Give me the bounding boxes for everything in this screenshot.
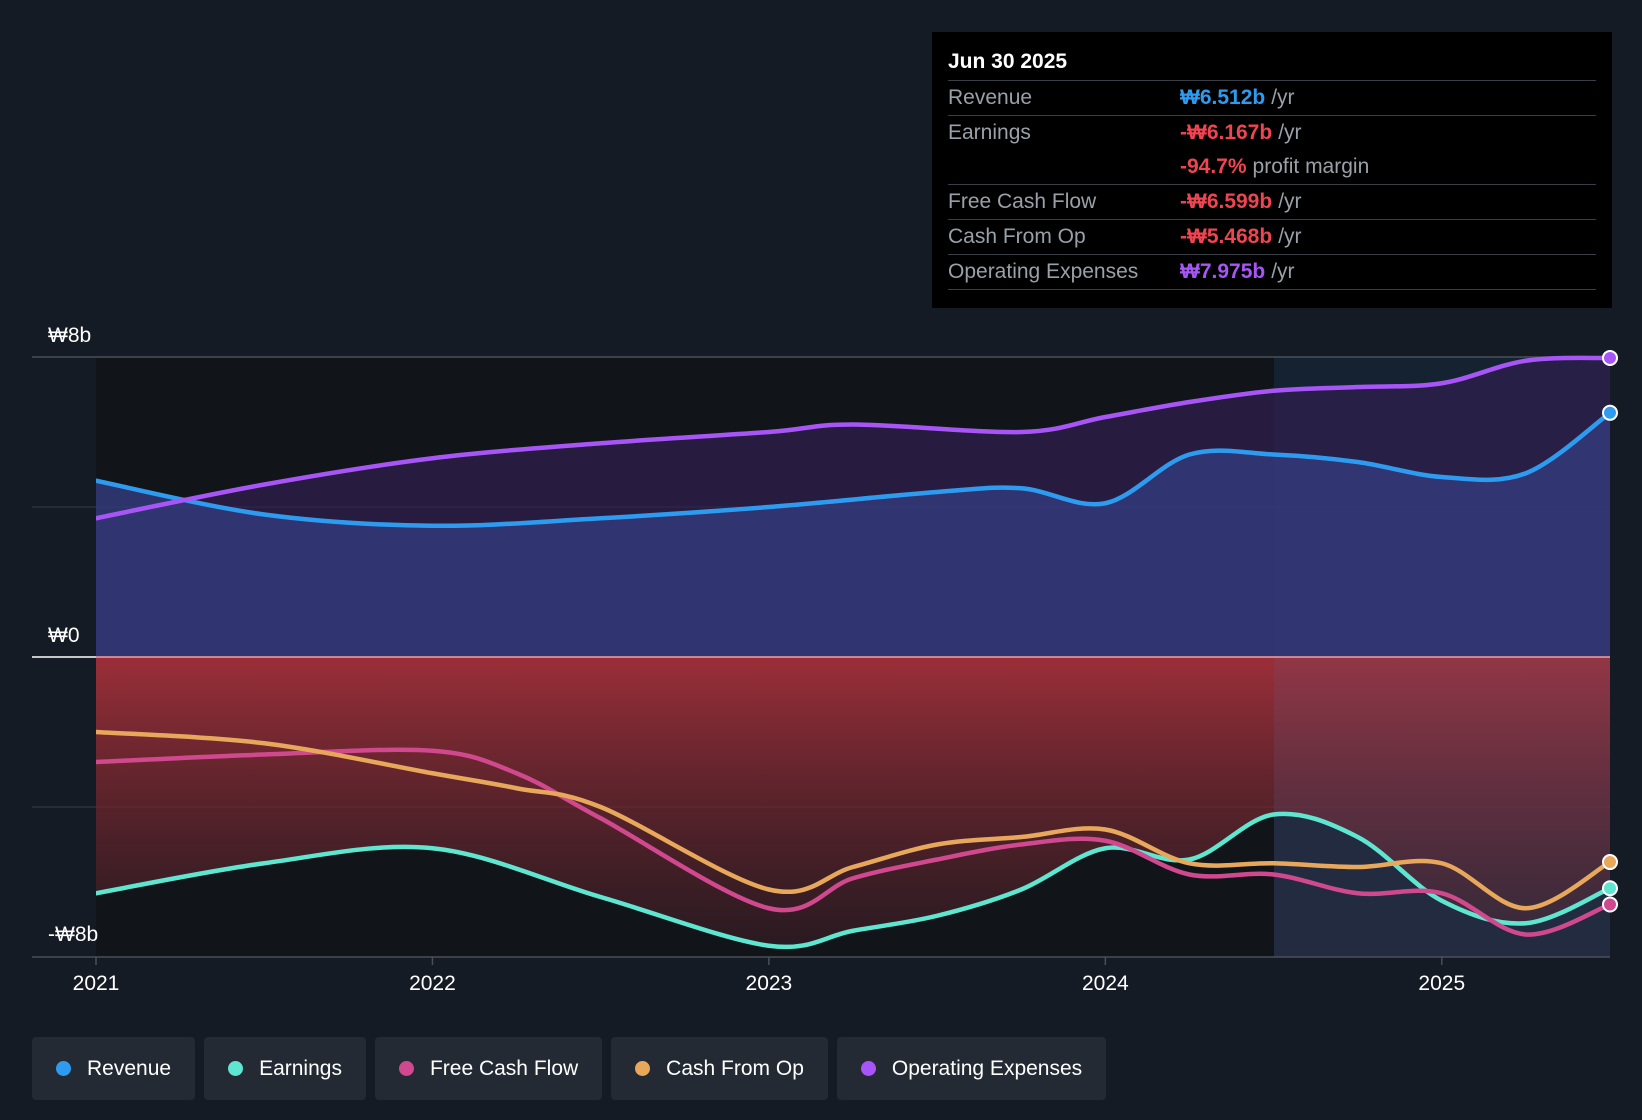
series-line bbox=[96, 410, 1610, 529]
revenue-area bbox=[96, 412, 1610, 657]
legend-label: Revenue bbox=[87, 1056, 172, 1080]
x-tick-label: 2021 bbox=[73, 972, 120, 995]
tooltip-row-unit: profit margin bbox=[1252, 155, 1370, 178]
x-tick-label: 2024 bbox=[1082, 972, 1129, 995]
tooltip-row-label: Revenue bbox=[948, 86, 1033, 109]
tooltip-row: Earnings -₩6.167b/yr bbox=[948, 116, 1596, 150]
legend-label: Cash From Op bbox=[666, 1056, 804, 1080]
series-line bbox=[96, 811, 1610, 950]
series-line bbox=[96, 729, 1610, 911]
x-tick-label: 2022 bbox=[409, 972, 456, 995]
legend-label: Operating Expenses bbox=[891, 1056, 1083, 1080]
tooltip-row-label: Free Cash Flow bbox=[948, 190, 1097, 213]
tooltip-row-label: Cash From Op bbox=[948, 225, 1086, 248]
series-endpoint bbox=[1602, 880, 1618, 897]
tooltip-row: Cash From Op -₩5.468b/yr bbox=[948, 220, 1596, 255]
legend-item[interactable]: Earnings bbox=[204, 1037, 366, 1100]
legend-dot-icon bbox=[56, 1061, 71, 1076]
legend-dot-icon bbox=[635, 1061, 651, 1076]
series-endpoint bbox=[1602, 349, 1618, 366]
tooltip-row-unit: /yr bbox=[1278, 190, 1302, 213]
x-tick-label: 2025 bbox=[1418, 972, 1465, 995]
legend-label: Free Cash Flow bbox=[429, 1056, 579, 1080]
series-endpoint bbox=[1602, 896, 1618, 913]
tooltip-row: -94.7% profit margin bbox=[948, 150, 1596, 185]
legend-item[interactable]: Revenue bbox=[32, 1037, 196, 1100]
legend-dot-icon bbox=[228, 1061, 244, 1076]
tooltip-row-value: -94.7% bbox=[1180, 155, 1247, 178]
tooltip-row-unit: /yr bbox=[1278, 225, 1302, 248]
tooltip-row-value: -₩6.167b bbox=[1180, 121, 1273, 144]
tooltip-date: Jun 30 2025 bbox=[948, 46, 1596, 81]
tooltip-row: Free Cash Flow -₩6.599b/yr bbox=[948, 185, 1596, 220]
legend-dot-icon bbox=[860, 1061, 876, 1076]
series-line bbox=[96, 747, 1610, 937]
legend-dot-icon bbox=[398, 1061, 414, 1076]
series-endpoint bbox=[1602, 404, 1618, 421]
x-tick-label: 2023 bbox=[746, 972, 793, 995]
tooltip-row-value: ₩6.512b bbox=[1180, 86, 1266, 109]
tooltip-row-label bbox=[948, 150, 1180, 184]
legend-item[interactable]: Operating Expenses bbox=[836, 1037, 1107, 1100]
forecast-tint bbox=[1274, 657, 1610, 957]
tooltip-row-label: Earnings bbox=[948, 121, 1031, 144]
tooltip-row: Operating Expenses ₩7.975b/yr bbox=[948, 255, 1596, 290]
series-line bbox=[96, 355, 1610, 521]
tooltip-row-value: -₩5.468b bbox=[1180, 225, 1273, 248]
tooltip-row-unit: /yr bbox=[1271, 86, 1295, 109]
tooltip-row-value: -₩6.599b bbox=[1180, 190, 1273, 213]
tooltip-row-unit: /yr bbox=[1271, 260, 1295, 283]
legend: Revenue Earnings Free Cash Flow Cash From O… bbox=[32, 1037, 1107, 1100]
y-tick-label: ₩8b bbox=[48, 324, 91, 347]
y-tick-label: -₩8b bbox=[48, 923, 98, 946]
tooltip-row-unit: /yr bbox=[1278, 121, 1302, 144]
series-endpoint bbox=[1602, 854, 1618, 871]
y-tick-label: ₩0 bbox=[48, 624, 80, 647]
tooltip-row: Revenue ₩6.512b/yr bbox=[948, 81, 1596, 116]
tooltip-row-value: ₩7.975b bbox=[1180, 260, 1266, 283]
tooltip-panel: Jun 30 2025 Revenue ₩6.512b/yr Earnings -₩6… bbox=[932, 32, 1612, 308]
legend-item[interactable]: Cash From Op bbox=[611, 1037, 828, 1100]
legend-item[interactable]: Free Cash Flow bbox=[374, 1037, 603, 1100]
earnings-area bbox=[96, 657, 1610, 947]
tooltip-row-label: Operating Expenses bbox=[948, 260, 1139, 283]
legend-label: Earnings bbox=[259, 1056, 342, 1080]
